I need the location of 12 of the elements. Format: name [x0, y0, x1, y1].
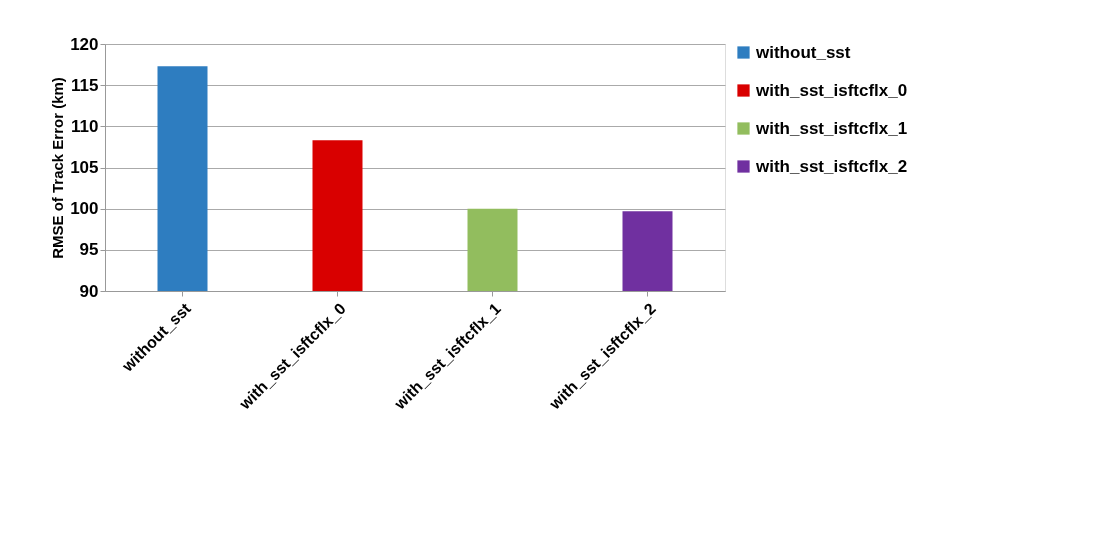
legend-label: with_sst_isftcflx_0 — [755, 80, 908, 100]
y-tick-label: 100 — [70, 199, 99, 219]
y-tick-label: 115 — [71, 75, 99, 95]
y-tick-label: 95 — [79, 240, 99, 260]
y-tick-label: 120 — [70, 34, 99, 54]
legend-label: without_sst — [755, 42, 851, 62]
y-axis-title: RMSE of Track Error (km) — [49, 77, 67, 259]
y-tick-label: 90 — [79, 281, 99, 301]
y-tick-label: 110 — [71, 116, 99, 136]
y-tick-label: 105 — [70, 158, 99, 177]
legend-label: with_sst_isftcflx_2 — [755, 156, 908, 176]
legend-label: with_sst_isftcflx_1 — [755, 118, 908, 138]
